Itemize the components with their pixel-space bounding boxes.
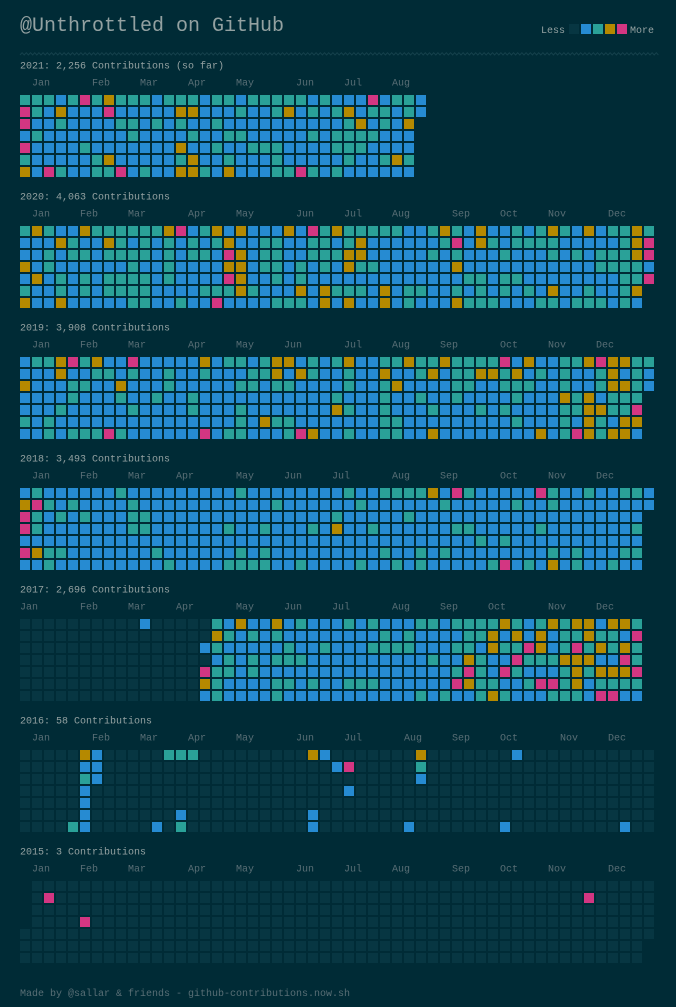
svg-text:Aug: Aug bbox=[392, 341, 410, 352]
svg-text:Apr: Apr bbox=[188, 865, 206, 876]
svg-text:Jun: Jun bbox=[296, 79, 314, 90]
svg-text:Jun: Jun bbox=[296, 734, 314, 745]
svg-text:Mar: Mar bbox=[128, 210, 146, 221]
svg-text:May: May bbox=[236, 210, 254, 221]
svg-text:Mar: Mar bbox=[140, 79, 158, 90]
svg-text:Mar: Mar bbox=[128, 603, 146, 614]
svg-text:Sep: Sep bbox=[440, 472, 458, 483]
svg-text:Oct: Oct bbox=[500, 734, 518, 745]
svg-text:Nov: Nov bbox=[548, 865, 566, 876]
svg-text:Feb: Feb bbox=[80, 864, 98, 876]
svg-text:Jan: Jan bbox=[32, 472, 50, 483]
svg-text:May: May bbox=[236, 79, 254, 90]
svg-text:Feb: Feb bbox=[80, 602, 98, 614]
svg-text:@Unthrottled on GitHub: @Unthrottled on GitHub bbox=[20, 15, 284, 38]
svg-text:Apr: Apr bbox=[176, 472, 194, 483]
svg-text:Apr: Apr bbox=[188, 79, 206, 90]
svg-text:Nov: Nov bbox=[548, 341, 566, 352]
svg-text:Oct: Oct bbox=[500, 341, 518, 352]
svg-text:May: May bbox=[236, 734, 254, 745]
svg-text:Jul: Jul bbox=[332, 471, 350, 483]
svg-text:Mar: Mar bbox=[140, 734, 158, 745]
svg-text:Feb: Feb bbox=[80, 340, 98, 352]
svg-text:Sep: Sep bbox=[440, 341, 458, 352]
svg-text:Jun: Jun bbox=[284, 341, 302, 352]
svg-text:Jul: Jul bbox=[332, 602, 350, 614]
svg-text:Jan: Jan bbox=[32, 734, 50, 745]
svg-text:2015: 3 Contributions: 2015: 3 Contributions bbox=[20, 847, 146, 859]
svg-text:Dec: Dec bbox=[596, 603, 614, 614]
svg-text:Jul: Jul bbox=[344, 209, 362, 221]
svg-text:Sep: Sep bbox=[440, 603, 458, 614]
svg-text:Apr: Apr bbox=[176, 603, 194, 614]
svg-text:Aug: Aug bbox=[392, 472, 410, 483]
svg-text:Jul: Jul bbox=[344, 733, 362, 745]
svg-text:Jul: Jul bbox=[344, 78, 362, 90]
svg-text:May: May bbox=[236, 603, 254, 614]
svg-text:Jul: Jul bbox=[344, 864, 362, 876]
svg-text:Jul: Jul bbox=[344, 340, 362, 352]
svg-text:May: May bbox=[236, 472, 254, 483]
svg-text:Jan: Jan bbox=[32, 865, 50, 876]
svg-text:Apr: Apr bbox=[188, 341, 206, 352]
svg-text:Apr: Apr bbox=[188, 734, 206, 745]
svg-text:2017: 2,696 Contributions: 2017: 2,696 Contributions bbox=[20, 585, 170, 597]
svg-text:Jun: Jun bbox=[284, 472, 302, 483]
svg-text:May: May bbox=[236, 341, 254, 352]
svg-text:Made by @sallar & friends - gi: Made by @sallar & friends - github-contr… bbox=[20, 988, 350, 1000]
svg-text:Feb: Feb bbox=[80, 471, 98, 483]
svg-text:Sep: Sep bbox=[452, 734, 470, 745]
svg-text:More: More bbox=[630, 26, 654, 37]
svg-text:Oct: Oct bbox=[488, 603, 506, 614]
svg-text:Aug: Aug bbox=[404, 734, 422, 745]
svg-text:Aug: Aug bbox=[392, 210, 410, 221]
svg-text:Nov: Nov bbox=[560, 734, 578, 745]
svg-text:Nov: Nov bbox=[548, 210, 566, 221]
svg-text:Aug: Aug bbox=[392, 865, 410, 876]
svg-text:Jan: Jan bbox=[32, 341, 50, 352]
svg-text:Less: Less bbox=[541, 26, 565, 37]
svg-text:Dec: Dec bbox=[596, 341, 614, 352]
svg-text:2021: 2,256 Contributions (so: 2021: 2,256 Contributions (so far) bbox=[20, 61, 224, 73]
svg-text:Feb: Feb bbox=[92, 78, 110, 90]
svg-text:Aug: Aug bbox=[392, 79, 410, 90]
svg-text:Aug: Aug bbox=[392, 603, 410, 614]
svg-text:2016: 58 Contributions: 2016: 58 Contributions bbox=[20, 716, 152, 728]
svg-text:2019: 3,908 Contributions: 2019: 3,908 Contributions bbox=[20, 323, 170, 335]
svg-text:Jun: Jun bbox=[296, 865, 314, 876]
svg-text:2018: 3,493 Contributions: 2018: 3,493 Contributions bbox=[20, 454, 170, 466]
svg-text:Dec: Dec bbox=[596, 472, 614, 483]
svg-text:Sep: Sep bbox=[452, 865, 470, 876]
svg-text:Oct: Oct bbox=[500, 865, 518, 876]
svg-text:Oct: Oct bbox=[500, 472, 518, 483]
svg-text:May: May bbox=[236, 865, 254, 876]
svg-text:Dec: Dec bbox=[608, 865, 626, 876]
svg-text:Apr: Apr bbox=[188, 210, 206, 221]
svg-text:Mar: Mar bbox=[128, 472, 146, 483]
svg-text:Jun: Jun bbox=[284, 603, 302, 614]
svg-text:Jan: Jan bbox=[20, 603, 38, 614]
svg-text:Mar: Mar bbox=[128, 341, 146, 352]
svg-text:2020: 4,063 Contributions: 2020: 4,063 Contributions bbox=[20, 192, 170, 204]
svg-text:Mar: Mar bbox=[128, 865, 146, 876]
svg-text:Sep: Sep bbox=[452, 210, 470, 221]
svg-text:Dec: Dec bbox=[608, 734, 626, 745]
svg-text:Nov: Nov bbox=[548, 603, 566, 614]
svg-text:Feb: Feb bbox=[80, 209, 98, 221]
svg-text:Oct: Oct bbox=[500, 210, 518, 221]
svg-text:Jan: Jan bbox=[32, 79, 50, 90]
svg-text:Jan: Jan bbox=[32, 210, 50, 221]
svg-text:Nov: Nov bbox=[548, 472, 566, 483]
svg-text:Jun: Jun bbox=[296, 210, 314, 221]
svg-text:Feb: Feb bbox=[92, 733, 110, 745]
svg-text:Dec: Dec bbox=[608, 210, 626, 221]
